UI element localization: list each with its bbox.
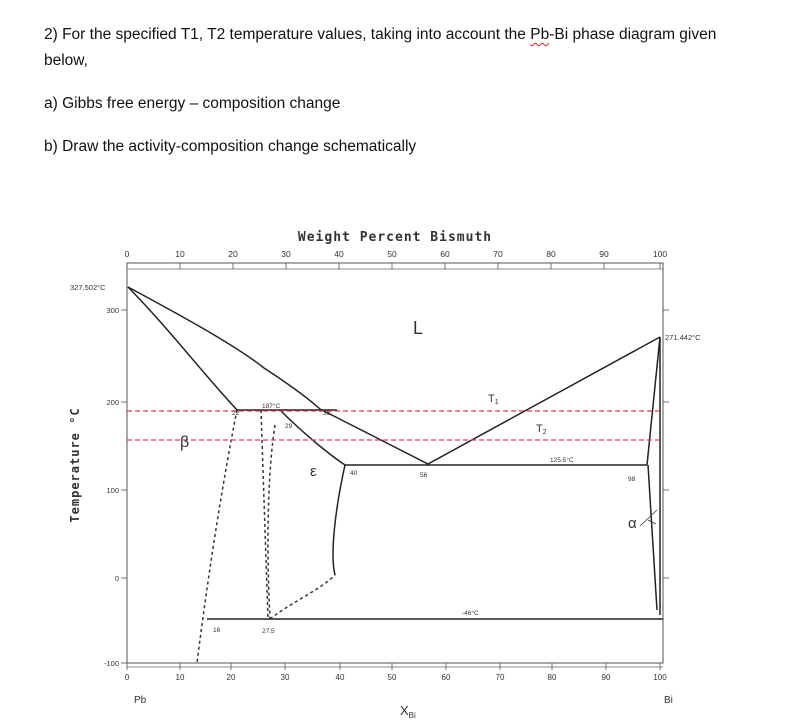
dashed-boundaries — [196, 409, 336, 664]
alpha-solidus — [646, 336, 661, 466]
comp-29-label: 29 — [285, 423, 293, 430]
bottom-tick-label: 40 — [336, 673, 345, 682]
annotations: 327.502°C 271.442°C L β ε α T1 T2 187°C … — [70, 283, 701, 635]
top-ticks — [126, 263, 661, 269]
bottom-tick-label: 10 — [176, 673, 185, 682]
bottom-tick-label: 90 — [602, 673, 611, 682]
liquid-region-label: L — [413, 318, 423, 338]
comp-40-label: 40 — [350, 470, 358, 477]
y-tick-label: 200 — [106, 398, 119, 407]
bottom-tick-label: 30 — [281, 673, 290, 682]
top-axis-title: Weight Percent Bismuth — [298, 230, 492, 245]
solidus-beta — [127, 286, 238, 411]
top-tick-labels: 0 10 20 30 40 50 60 70 80 90 100 — [125, 249, 668, 259]
top-tick-label: 20 — [228, 249, 238, 259]
comp-27-5-label: 27.5 — [262, 628, 275, 635]
t1-label: T1 — [488, 393, 499, 406]
liquidus-bi-side — [319, 336, 661, 465]
beta-solvus-dashed — [196, 409, 238, 664]
y-tick-label: 300 — [106, 306, 119, 315]
comp-16-label: 16 — [213, 627, 221, 634]
beta-region-label: β — [180, 434, 189, 451]
top-tick-label: 80 — [546, 249, 556, 259]
alpha-pointer — [639, 509, 658, 527]
epsilon-liquid-boundary — [279, 409, 346, 466]
top-tick-label: 10 — [175, 249, 185, 259]
comp-56-label: 56 — [420, 472, 428, 479]
top-tick-label: 30 — [281, 249, 291, 259]
bottom-tick-label: 0 — [125, 673, 130, 682]
top-tick-label: 40 — [334, 249, 344, 259]
top-tick-label: 50 — [387, 249, 397, 259]
y-tick-label: 100 — [106, 486, 119, 495]
bottom-tick-label: 20 — [227, 673, 236, 682]
bottom-tick-label: 60 — [442, 673, 451, 682]
spellcheck-flagged-word[interactable]: Pb — [530, 26, 550, 43]
liquidus-pb-side — [127, 286, 321, 410]
plot-frame — [126, 262, 664, 664]
question-part-a: a) Gibbs free energy – composition chang… — [44, 95, 341, 112]
alpha-solvus — [647, 464, 658, 611]
bi-melting-label: 271.442°C — [665, 333, 701, 342]
alpha-region-label: α — [628, 515, 637, 532]
comp-22-label: 22 — [232, 410, 240, 417]
x-axis-title: XBi — [400, 703, 416, 720]
epsilon-lower-dashed — [269, 574, 336, 620]
bottom-tick-labels: 0 10 20 30 40 50 60 70 80 90 100 — [125, 673, 667, 682]
phase-boundaries — [127, 286, 663, 620]
bottom-tick-label: 100 — [653, 673, 667, 682]
question-part-b: b) Draw the activity-composition change … — [44, 138, 417, 155]
y-tick-label: 0 — [115, 574, 119, 583]
alpha-pointer-cross — [647, 519, 657, 525]
t2-label: T2 — [536, 423, 547, 436]
y-axis-title: Temperature °C — [68, 407, 82, 522]
top-tick-label: 0 — [125, 249, 130, 259]
bottom-ticks — [126, 663, 661, 670]
peritectic-temp-label: 187°C — [262, 402, 280, 410]
question-line-1: 2) For the specified T1, T2 temperature … — [44, 26, 716, 44]
pb-label: Pb — [134, 695, 147, 706]
epsilon-inner-dashed — [267, 424, 276, 620]
top-tick-label: 100 — [653, 249, 667, 259]
question-line-1-part-2: -Bi phase diagram given — [549, 26, 717, 43]
epsilon-left-dashed — [260, 409, 269, 620]
pb-melting-label: 327.502°C — [70, 283, 106, 292]
comp-98-label: 98 — [628, 476, 636, 483]
y-tick-label: -100 — [104, 659, 119, 668]
y-tick-labels: 300 200 100 0 -100 — [104, 306, 119, 668]
top-tick-label: 90 — [599, 249, 609, 259]
comp-36-label: 36 — [323, 410, 331, 417]
epsilon-solvus — [332, 464, 346, 576]
epsilon-region-label: ε — [310, 463, 317, 480]
question-line-2: below, — [44, 52, 88, 69]
question-line-1-part-1: 2) For the specified T1, T2 temperature … — [44, 26, 531, 43]
bi-label: Bi — [664, 695, 673, 706]
top-tick-label: 60 — [440, 249, 450, 259]
y-ticks — [121, 309, 669, 664]
bottom-tick-label: 50 — [388, 673, 397, 682]
low-temp-label: -46°C — [462, 609, 479, 617]
bottom-tick-label: 80 — [548, 673, 557, 682]
eutectic-temp-label: 125.5°C — [550, 456, 574, 464]
bottom-tick-label: 70 — [496, 673, 505, 682]
top-tick-label: 70 — [493, 249, 503, 259]
